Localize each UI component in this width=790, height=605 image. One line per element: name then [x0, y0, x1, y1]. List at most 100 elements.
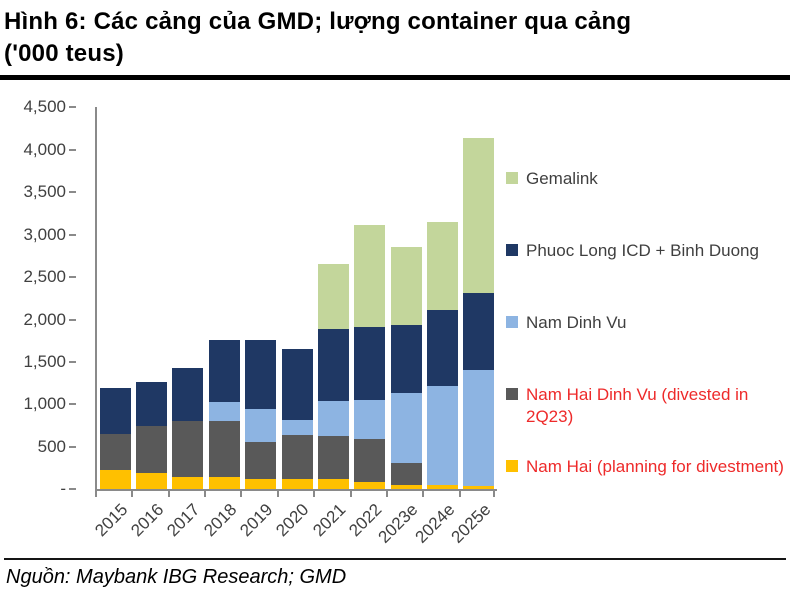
bar-segment-phuoc_long: [136, 381, 168, 426]
x-tick-mark: [385, 491, 388, 498]
x-axis-labels: 2015 2016 2017 2018 2019 2020 2021 2022 2023e 202…: [91, 500, 495, 558]
figure-title-line1: Hình 6: Các cảng của GMD; lượng containe…: [4, 8, 632, 35]
x-tick-label: 2020: [272, 500, 313, 541]
bar-segment-nam_hai: [245, 478, 277, 490]
bar-segment-nam_hai_dinh_vu: [99, 433, 131, 470]
bar-2024e: [426, 221, 458, 490]
legend-item: Nam Hai Dinh Vu (divested in 2Q23): [506, 384, 788, 427]
x-tick-label: 2021: [308, 500, 350, 541]
bar-segment-nam_hai: [99, 469, 131, 490]
y-tick-mark: [69, 191, 76, 194]
bar-2016: [136, 381, 168, 490]
bar-2018: [208, 339, 240, 490]
x-tick-mark: [131, 491, 134, 498]
bar-segment-nam_hai: [390, 484, 422, 490]
legend-item: Nam Dinh Vu: [506, 312, 626, 333]
bar-segment-nam_hai_dinh_vu: [317, 435, 349, 480]
bar-segment-nam_hai_dinh_vu: [208, 421, 240, 478]
legend-label: Nam Hai Dinh Vu (divested in 2Q23): [526, 385, 749, 426]
bar-segment-nam_hai: [172, 476, 204, 490]
bar-segment-gemalink: [354, 225, 386, 328]
bar-segment-phuoc_long: [281, 349, 313, 420]
x-tick-label: 2024e: [411, 500, 459, 548]
bar-segment-nam_dinh_vu: [390, 392, 422, 463]
x-tick-label: 2015: [90, 500, 131, 541]
bar-segment-nam_hai: [281, 478, 313, 490]
bar-segment-phuoc_long: [463, 292, 495, 370]
legend-swatch-nam_dinh_vu: [506, 316, 518, 329]
bar-segment-nam_hai: [354, 481, 386, 490]
y-tick-label: 4,000: [23, 139, 66, 159]
legend-swatch-nam_hai_dinh_vu: [506, 388, 518, 401]
x-tick-mark: [240, 491, 243, 498]
bar-segment-phuoc_long: [245, 339, 277, 410]
x-tick-mark: [276, 491, 279, 498]
bar-segment-gemalink: [317, 263, 349, 329]
y-tick-label: 3,000: [23, 224, 66, 244]
bar-segment-nam_dinh_vu: [245, 409, 277, 443]
bar-2019: [245, 339, 277, 490]
legend-swatch-phuoc_long: [506, 244, 518, 257]
x-tick-label: 2018: [199, 500, 241, 541]
x-tick-mark: [313, 491, 316, 498]
bar-segment-nam_hai: [317, 479, 349, 490]
x-tick-label: 2023e: [375, 500, 422, 548]
x-tick-mark: [422, 491, 425, 498]
plot-area: [95, 107, 497, 492]
chart-area: - 500 1,000 1,500 2,000 2,500 3,000 3,500 4,000 4…: [0, 80, 790, 558]
y-tick-mark: [69, 276, 76, 279]
legend-label: Phuoc Long ICD + Binh Duong: [526, 241, 759, 261]
x-tick-label: 2016: [127, 500, 168, 541]
x-tick-mark: [95, 491, 97, 498]
bar-segment-phuoc_long: [354, 327, 386, 400]
bar-2015: [99, 387, 131, 490]
y-axis: - 500 1,000 1,500 2,000 2,500 3,000 3,500 4,000 4…: [0, 97, 88, 498]
y-tick-label: 2,000: [23, 309, 66, 329]
source-note: Nguồn: Maybank IBG Research; GMD: [4, 558, 786, 589]
bar-segment-nam_dinh_vu: [317, 401, 349, 436]
bar-segment-nam_hai_dinh_vu: [354, 438, 386, 482]
y-tick-mark: [69, 445, 76, 448]
bar-2025e: [463, 137, 495, 490]
figure-title-line2: ('000 teus): [4, 39, 124, 67]
bar-segment-nam_hai_dinh_vu: [281, 434, 313, 479]
legend-item: Phuoc Long ICD + Binh Duong: [506, 240, 759, 261]
bar-segment-phuoc_long: [172, 367, 204, 422]
bar-segment-phuoc_long: [390, 325, 422, 393]
y-tick-label: -: [60, 479, 66, 499]
legend-swatch-nam_hai: [506, 460, 518, 473]
y-tick-label: 3,500: [23, 182, 66, 202]
y-tick-label: 1,500: [23, 352, 66, 372]
y-tick-label: 2,500: [23, 267, 66, 287]
bar-segment-nam_hai: [208, 477, 240, 490]
y-tick-mark: [69, 488, 76, 491]
bar-2020: [281, 349, 313, 490]
x-axis-ticks: [95, 491, 495, 498]
y-tick-mark: [69, 233, 76, 236]
bar-segment-nam_dinh_vu: [426, 385, 458, 485]
bar-2017: [172, 367, 204, 490]
bar-2021: [317, 263, 349, 490]
legend-label: Nam Hai (planning for divestment): [526, 457, 784, 477]
legend-item: Nam Hai (planning for divestment): [506, 456, 784, 477]
x-tick-label: 2025e: [447, 500, 495, 548]
x-tick-mark: [458, 491, 461, 498]
x-tick-mark: [167, 491, 170, 498]
bar-segment-nam_hai: [426, 484, 458, 490]
bar-segment-nam_dinh_vu: [354, 399, 386, 439]
x-tick-mark: [493, 491, 495, 498]
bar-segment-nam_hai: [463, 485, 495, 490]
bar-segment-phuoc_long: [426, 310, 458, 386]
y-tick-mark: [69, 318, 76, 321]
bar-segment-gemalink: [426, 221, 458, 311]
bar-segment-phuoc_long: [208, 339, 240, 403]
legend-label: Nam Dinh Vu: [526, 313, 627, 333]
bar-segment-nam_hai: [136, 473, 168, 490]
y-tick-mark: [69, 361, 76, 364]
bar-segment-phuoc_long: [317, 328, 349, 402]
bar-segment-nam_hai_dinh_vu: [172, 421, 204, 477]
bar-segment-gemalink: [390, 246, 422, 326]
figure-title: Hình 6: Các cảng của GMD; lượng containe…: [0, 0, 790, 81]
bar-2022: [354, 225, 386, 490]
bar-segment-nam_dinh_vu: [281, 419, 313, 435]
